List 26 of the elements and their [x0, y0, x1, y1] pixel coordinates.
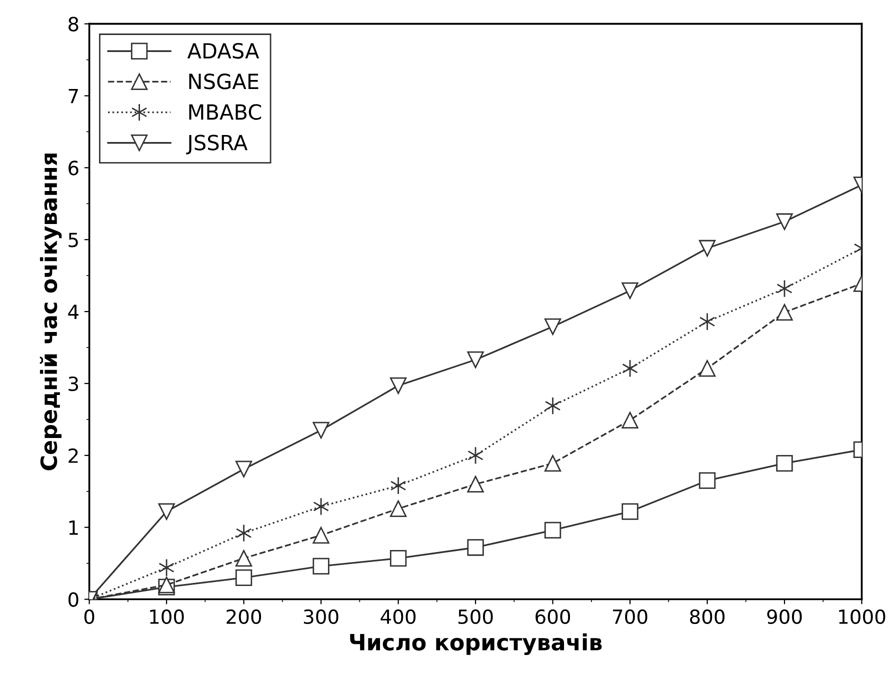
x-tick-label: 700 — [613, 609, 648, 624]
y-tick-label: 4 — [68, 304, 78, 319]
y-axis-title: Середній час очікування — [40, 154, 62, 470]
x-tick-label: 400 — [380, 609, 416, 624]
x-tick-label: 900 — [767, 609, 802, 624]
legend-label: JSSRA — [186, 134, 248, 154]
x-tick-label: 1000 — [839, 609, 886, 624]
y-tick-label: 5 — [68, 232, 78, 248]
x-axis-title: Число користувачів — [350, 633, 602, 656]
x-tick-label: 800 — [690, 609, 725, 624]
y-tick-label: 6 — [68, 160, 78, 176]
x-tick-label: 0 — [84, 609, 94, 624]
y-tick-label: 3 — [68, 376, 78, 392]
legend-label: MBABC — [189, 104, 262, 120]
legend-label: NSGAE — [189, 74, 258, 90]
legend-label: ADASA — [187, 42, 260, 59]
x-tick-label: 500 — [458, 609, 493, 624]
y-tick-label: 2 — [68, 448, 78, 463]
y-tick-label: 0 — [68, 592, 78, 607]
y-tick-label: 8 — [68, 16, 78, 32]
y-tick-label: 1 — [69, 520, 78, 535]
x-tick-label: 200 — [226, 609, 262, 624]
x-tick-label: 600 — [536, 609, 570, 624]
x-tick-label: 300 — [304, 609, 338, 624]
x-tick-label: 100 — [150, 609, 184, 624]
y-tick-label: 7 — [68, 88, 78, 104]
